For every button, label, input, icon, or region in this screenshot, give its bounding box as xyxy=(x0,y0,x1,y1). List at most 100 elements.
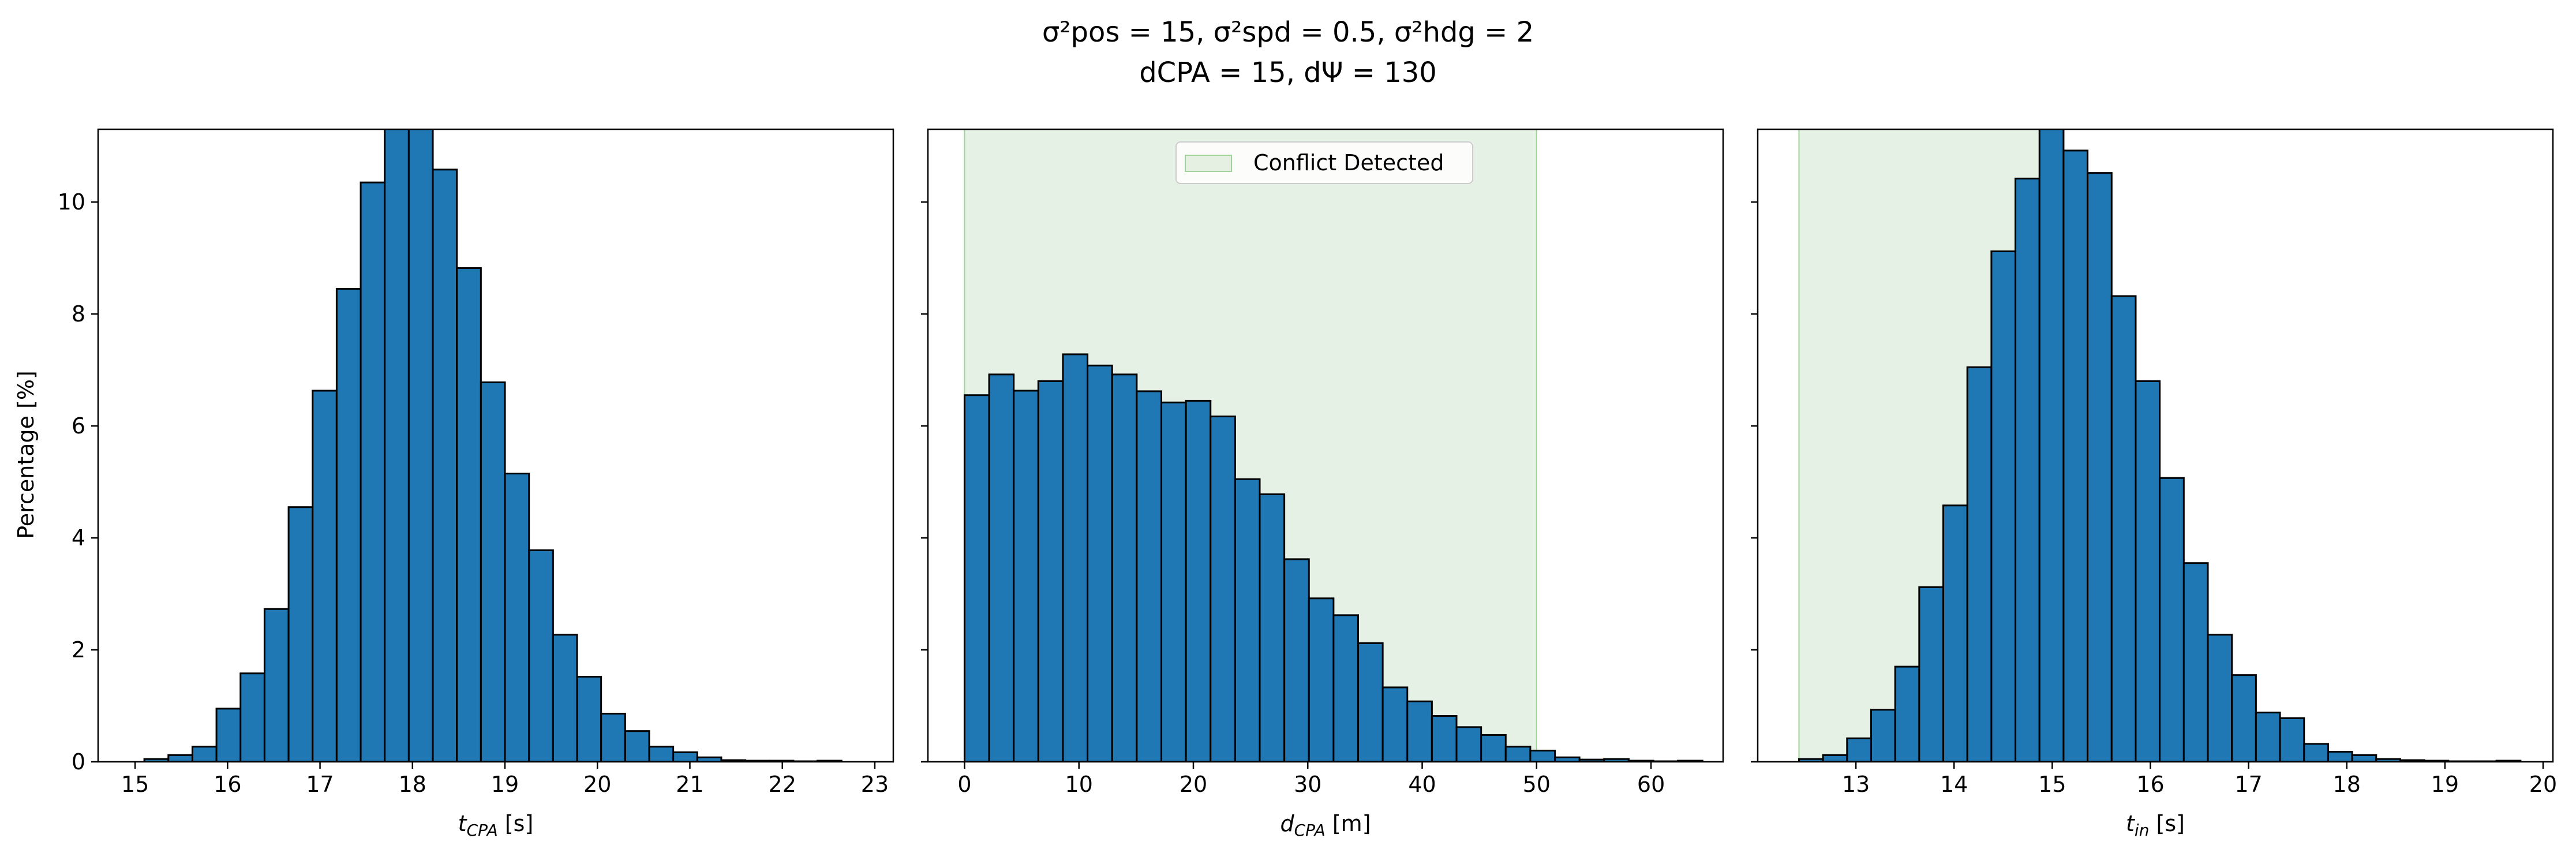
histogram-bar xyxy=(1894,665,1920,762)
x-tick-label: 17 xyxy=(306,772,334,797)
plot-area xyxy=(1798,129,2522,762)
x-tick-label: 22 xyxy=(769,772,796,797)
x-tick-label: 60 xyxy=(1637,772,1665,797)
x-tick-label: 19 xyxy=(491,772,519,797)
histogram-bar xyxy=(263,608,290,762)
histogram-bar xyxy=(528,549,554,762)
panels: 15 16 17 18 19 20 21 22 23 0 2 4 6 8 10 tCPA [s] 0 10 20 30… xyxy=(58,128,2557,840)
histogram-bar xyxy=(2110,295,2137,762)
histogram-bar xyxy=(1406,700,1433,762)
histogram-bar xyxy=(2207,634,2233,762)
x-tick-label: 0 xyxy=(957,772,971,797)
x-tick-label: 17 xyxy=(2234,772,2262,797)
plot-area xyxy=(963,129,1703,762)
histogram-bar xyxy=(1990,250,2017,762)
histogram-bar xyxy=(1846,737,1872,762)
y-axis-label: Percentage [%] xyxy=(13,371,39,539)
histogram-bar xyxy=(1160,401,1187,762)
x-axis-label: dCPA [m] xyxy=(1280,811,1371,840)
histogram-bar xyxy=(456,267,482,762)
histogram-bar xyxy=(239,672,265,762)
histogram-bar xyxy=(215,708,242,762)
histogram-bar xyxy=(1822,754,1848,762)
histogram-bar xyxy=(1942,504,1968,762)
histogram-bar xyxy=(1037,380,1064,762)
histogram-bar xyxy=(1259,493,1286,762)
histogram-bar xyxy=(1455,726,1482,762)
x-tick-label: 18 xyxy=(2333,772,2361,797)
histogram-bar xyxy=(384,129,410,762)
panel-d_CPA: 0 10 20 30 40 50 60 dCPA [m] Conflict Detected xyxy=(921,128,1724,840)
legend: Conflict Detected xyxy=(1175,141,1473,184)
histogram-bar xyxy=(2038,129,2065,762)
x-tick-label: 19 xyxy=(2431,772,2459,797)
figure-title-line1: σ²pos = 15, σ²spd = 0.5, σ²hdg = 2 xyxy=(1042,16,1534,48)
histogram-bar xyxy=(312,390,338,762)
histogram-bar xyxy=(1111,373,1138,762)
legend-label: Conflict Detected xyxy=(1253,150,1444,175)
histogram-bar xyxy=(2231,674,2257,762)
x-tick-label: 14 xyxy=(1940,772,1968,797)
legend-swatch xyxy=(1185,155,1232,172)
histogram-bar xyxy=(191,746,218,762)
x-axis-label: tCPA [s] xyxy=(458,811,534,840)
histogram-bar xyxy=(1480,734,1507,762)
histogram-bar xyxy=(1185,399,1212,762)
x-tick-label: 15 xyxy=(2038,772,2066,797)
figure-title-line2: dCPA = 15, dΨ = 130 xyxy=(1139,57,1437,89)
histogram-bar xyxy=(648,746,675,762)
histogram-bar xyxy=(407,129,434,762)
histogram-bar xyxy=(1234,478,1261,762)
histogram-bar xyxy=(1210,416,1236,762)
x-tick-label: 20 xyxy=(583,772,611,797)
x-tick-label: 50 xyxy=(1523,772,1551,797)
histogram-bar xyxy=(2303,743,2329,762)
histogram-bar xyxy=(2159,477,2185,762)
histogram-bar xyxy=(2182,562,2209,762)
panel-t_in: 13 14 15 16 17 18 19 20 tin [s] xyxy=(1751,128,2557,840)
histogram-bar xyxy=(1529,750,1556,762)
histogram-bar xyxy=(480,381,506,762)
histogram-bar xyxy=(988,373,1015,762)
axes-frame xyxy=(927,128,1724,763)
x-tick-label: 18 xyxy=(399,772,426,797)
histogram-bar xyxy=(432,169,458,762)
histogram-bar xyxy=(1966,366,1993,762)
x-tick-label: 20 xyxy=(1180,772,1207,797)
y-tick-label: 0 xyxy=(72,749,85,775)
histogram-bar xyxy=(1870,709,1896,762)
x-tick-label: 20 xyxy=(2529,772,2557,797)
histogram-bar xyxy=(2015,177,2040,762)
histogram-bar xyxy=(1013,390,1039,762)
x-tick-label: 16 xyxy=(2136,772,2164,797)
y-tick-label: 4 xyxy=(72,525,85,551)
x-tick-label: 15 xyxy=(121,772,149,797)
histogram-bar xyxy=(335,287,362,762)
x-tick-label: 23 xyxy=(861,772,889,797)
histogram-bar xyxy=(2279,717,2305,762)
histogram-bar xyxy=(167,754,193,762)
histogram-bar xyxy=(1087,364,1113,762)
panel-t_CPA: 15 16 17 18 19 20 21 22 23 0 2 4 6 8 10 tCPA [s] xyxy=(58,128,894,840)
histogram-bar xyxy=(552,634,578,762)
x-tick-label: 30 xyxy=(1294,772,1321,797)
x-tick-label: 21 xyxy=(676,772,703,797)
histogram-bar xyxy=(1431,714,1458,762)
axes-frame xyxy=(97,128,894,763)
axes-frame xyxy=(1757,128,2554,763)
histogram-bar xyxy=(1918,586,1945,762)
x-tick-label: 13 xyxy=(1842,772,1870,797)
histogram-bar xyxy=(1062,353,1089,762)
histogram-bar xyxy=(576,676,602,762)
histogram-bar xyxy=(1332,614,1360,762)
histogram-bar xyxy=(1283,558,1310,762)
x-tick-label: 10 xyxy=(1065,772,1093,797)
x-tick-label: 16 xyxy=(214,772,241,797)
histogram-bar xyxy=(1136,390,1162,762)
y-tick-label: 2 xyxy=(72,637,85,663)
histogram-bar xyxy=(504,472,530,762)
histogram-bar xyxy=(2087,172,2113,762)
histogram-bar xyxy=(2255,712,2281,762)
histogram-bar xyxy=(287,506,314,762)
